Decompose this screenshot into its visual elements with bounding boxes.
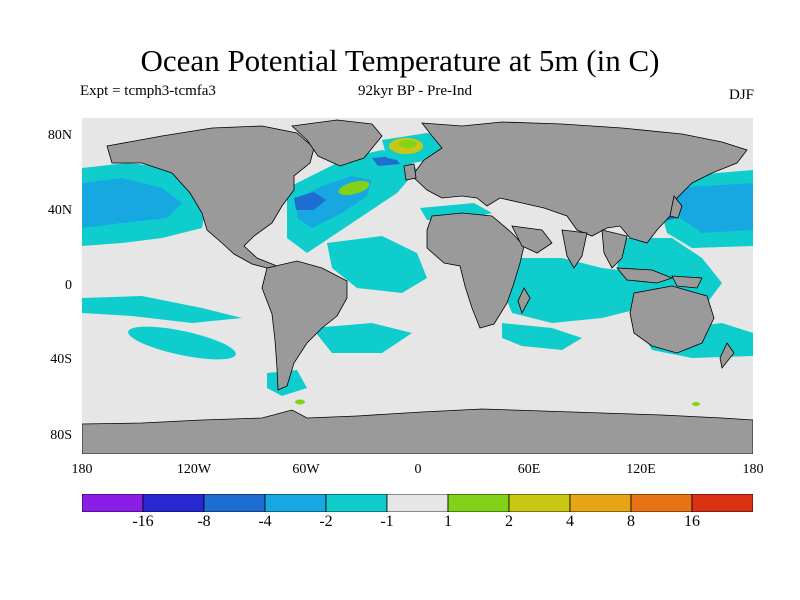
maritime-anomaly [617,238,722,308]
new-guinea [671,275,703,289]
lon-tick-60e: 60E [517,462,541,477]
africa [426,212,525,329]
colorbar-swatch [82,494,144,512]
lat-tick-80s: 80S [50,428,72,443]
colorbar-swatch [630,494,693,512]
colorbar-label: 8 [627,513,635,530]
colorbar-swatch [325,494,388,512]
south-america [261,260,348,391]
ross-warm-spot [692,402,700,406]
colorbar-label: -2 [319,513,333,530]
colorbar-label: 2 [505,513,513,530]
arabia [511,225,553,254]
north-pacific-core [82,178,182,228]
uk [403,163,417,181]
lon-tick-60w: 60W [292,462,320,477]
lat-tick-0: 0 [65,278,72,293]
madagascar [517,287,531,315]
south-pacific-anomaly [128,326,236,360]
north-america [106,125,315,269]
south-atlantic-anomaly [312,323,412,353]
lat-tick-80n: 80N [47,128,72,143]
temperature-anomaly-map [82,118,753,454]
colorbar-swatch [203,494,266,512]
colorbar-swatch [569,494,632,512]
colorbar-swatch [142,494,205,512]
colorbar-label: -16 [132,513,154,530]
lat-tick-40n: 40N [47,203,72,218]
eurasia [411,121,748,244]
colorbar-label: -1 [380,513,394,530]
labrador-cold-spot [294,192,326,210]
colorbar-label: 1 [444,513,452,530]
new-zealand [719,342,735,369]
colorbar-swatch [691,494,753,512]
colorbar-swatch [264,494,327,512]
east-pacific-band [82,296,242,323]
colorbar-label: 4 [566,513,574,530]
nordic-seas-warm-core [399,140,417,148]
mid-atlantic-warm-spot [338,180,370,196]
experiment-label: Expt = tcmph3-tcmfa3 [80,83,216,99]
colorbar-label: -8 [197,513,211,530]
colorbar-label: -4 [258,513,272,530]
colorbar-label: 16 [684,513,700,530]
indian-ocean-anomaly [502,258,642,323]
colorbar-swatch [508,494,571,512]
weddell-warm-spot [295,399,305,405]
season-label: DJF [728,87,754,103]
australia [629,285,715,354]
lon-tick-120w: 120W [176,462,212,477]
colorbar-swatch [386,494,449,512]
south-indian-anomaly [502,323,582,350]
greenland [291,119,383,167]
land-masses [82,119,753,454]
antarctica [82,408,753,454]
indonesia [616,267,674,284]
japan [669,195,683,219]
lon-tick-180w: 180 [71,462,93,477]
period-label: 92kyr BP - Pre-Ind [357,83,473,99]
colorbar [82,494,753,512]
colorbar-swatch [447,494,510,512]
lat-tick-40s: 40S [50,352,72,367]
lon-tick-180e: 180 [742,462,764,477]
india [561,229,588,269]
tropical-atlantic-anomaly [327,236,427,293]
kuroshio-core [672,183,753,233]
lon-tick-0: 0 [414,462,422,477]
lon-tick-120e: 120E [626,462,656,477]
southeast-asia [601,229,628,269]
map-title: Ocean Potential Temperature at 5m (in C) [140,43,660,78]
